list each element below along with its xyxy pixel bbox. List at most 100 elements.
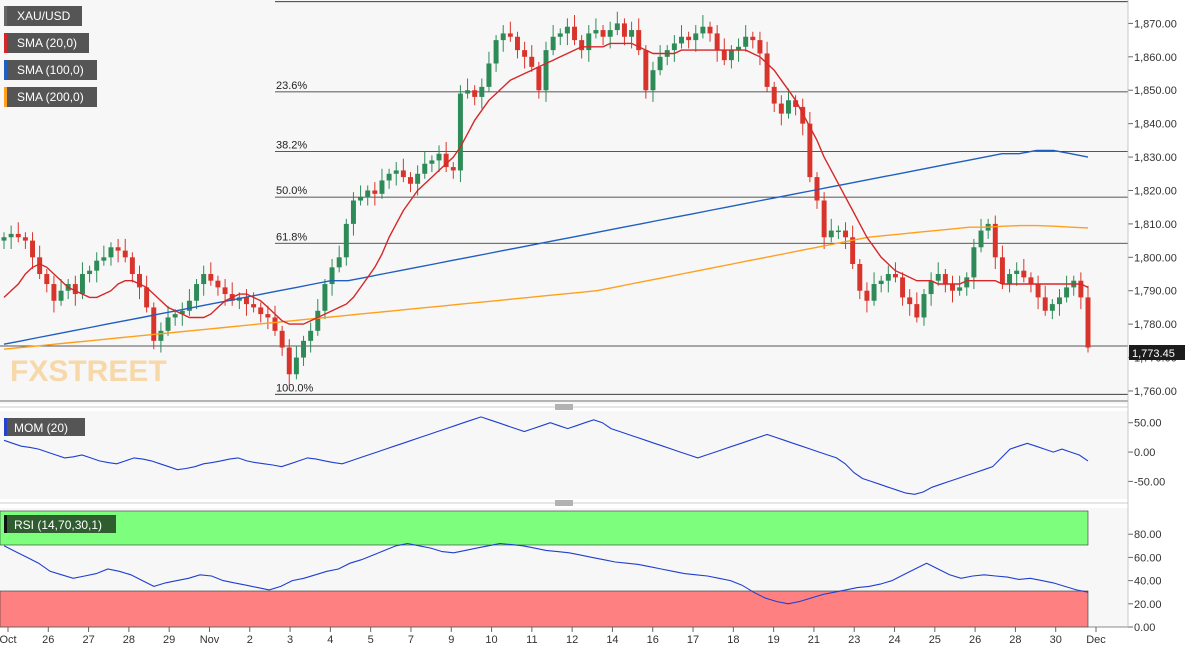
candle-body [957,287,963,291]
rsi-tick-label: 40.00 [1134,576,1162,588]
candle-body [465,90,471,94]
candle-body [422,163,428,174]
candle-body [493,40,499,64]
price-tick-label: 1,860.00 [1134,52,1177,64]
candle-body [393,170,399,174]
mom-legend[interactable]: MOM (20) [4,418,85,436]
candle-body [686,36,692,41]
candle-body [243,297,249,305]
x-tick-label: 19 [768,634,780,646]
sma-200-line [3,224,1089,350]
x-tick-label: 3 [287,634,293,646]
price-tick-label: 1,790.00 [1134,286,1177,298]
x-tick-label: 17 [687,634,699,646]
svg-text:MOM (20): MOM (20) [14,421,68,435]
legend-item[interactable]: XAU/USD [4,6,82,26]
candle-body [186,300,192,311]
price-axis: 1,870.00 1,860.00 1,850.00 1,840.00 1,830.00… [1128,18,1177,398]
x-tick-label: 27 [82,634,94,646]
candle-body [828,230,834,238]
candle-body [607,30,613,37]
candle-body [58,290,64,301]
candle-body [37,257,43,275]
splitter-grip-2[interactable] [555,500,573,506]
x-tick-label: Nov [200,634,220,646]
candle-body [629,30,635,37]
candle-body [935,274,941,281]
candle-body [308,330,314,341]
rsi-tick-label: 60.00 [1134,552,1162,564]
candle-body [800,106,806,124]
candle-body [72,284,78,295]
rsi-axis: 80.00 60.00 40.00 20.00 0.00 [1128,529,1162,634]
candle-body [486,63,492,87]
candle-body [657,56,663,71]
x-tick-label: 12 [566,634,578,646]
candle-body [1056,297,1062,305]
candle-body [536,66,542,91]
candle-body [343,223,349,258]
legend-item[interactable]: SMA (200,0) [4,87,97,107]
candle-body [614,23,620,31]
price-tick-label: 1,870.00 [1134,18,1177,30]
candle-body [878,280,884,285]
legend-item[interactable]: SMA (20,0) [4,33,89,53]
fxstreet-watermark: FXSTREET [10,355,167,388]
candle-body [793,100,799,107]
candle-body [443,153,449,168]
candle-body [179,310,185,315]
price-tick-label: 1,820.00 [1134,185,1177,197]
candle-body [700,26,706,34]
candle-body [436,153,442,161]
candle-body [550,36,556,51]
x-tick-label: 29 [163,634,175,646]
rsi-legend[interactable]: RSI (14,70,30,1) [4,515,116,533]
splitter-grip-1[interactable] [555,404,573,410]
candle-body [950,284,955,291]
x-tick-label: Dec [1086,634,1106,646]
candle-body [457,93,463,171]
candle-body [379,180,385,194]
candle-body [707,26,713,34]
candle-body [322,284,328,311]
candle-body [914,304,920,318]
mom-panel-bg [0,411,1128,499]
candle-body [8,233,14,238]
candle-body [900,277,906,298]
candle-body [30,240,36,258]
candle-body [144,287,150,308]
x-tick-label: Oct [0,634,17,646]
sma-100-line [3,149,1089,345]
candle-body [1007,274,1013,285]
candle-body [194,284,200,301]
price-panel-bg [0,0,1128,404]
candle-body [315,310,321,331]
price-tick-label: 1,840.00 [1134,119,1177,131]
x-tick-label: 18 [727,634,739,646]
candle-body [137,274,142,288]
candle-body [593,30,599,34]
candle-body [265,314,271,318]
candle-body [636,30,642,51]
candle-body [158,330,164,341]
rsi-line [3,542,1089,605]
candle-body [165,317,171,331]
legend-label: SMA (200,0) [17,90,84,104]
rsi-tick-label: 20.00 [1134,599,1162,611]
candle-body [251,304,257,308]
candle-body [978,230,984,248]
price-tick-label: 1,800.00 [1134,252,1177,264]
candle-body [1035,284,1041,298]
last-price-tag: 1,773.45 [1129,345,1185,360]
candle-body [992,223,998,258]
x-tick-label: 14 [606,634,618,646]
candle-body [714,33,720,51]
candle-body [600,30,606,37]
candle-body [350,200,356,224]
legend-item[interactable]: SMA (100,0) [4,60,97,80]
candle-body [293,357,299,375]
candle-body [814,177,820,201]
legend-label: SMA (20,0) [17,36,77,50]
candle-body [500,33,506,41]
